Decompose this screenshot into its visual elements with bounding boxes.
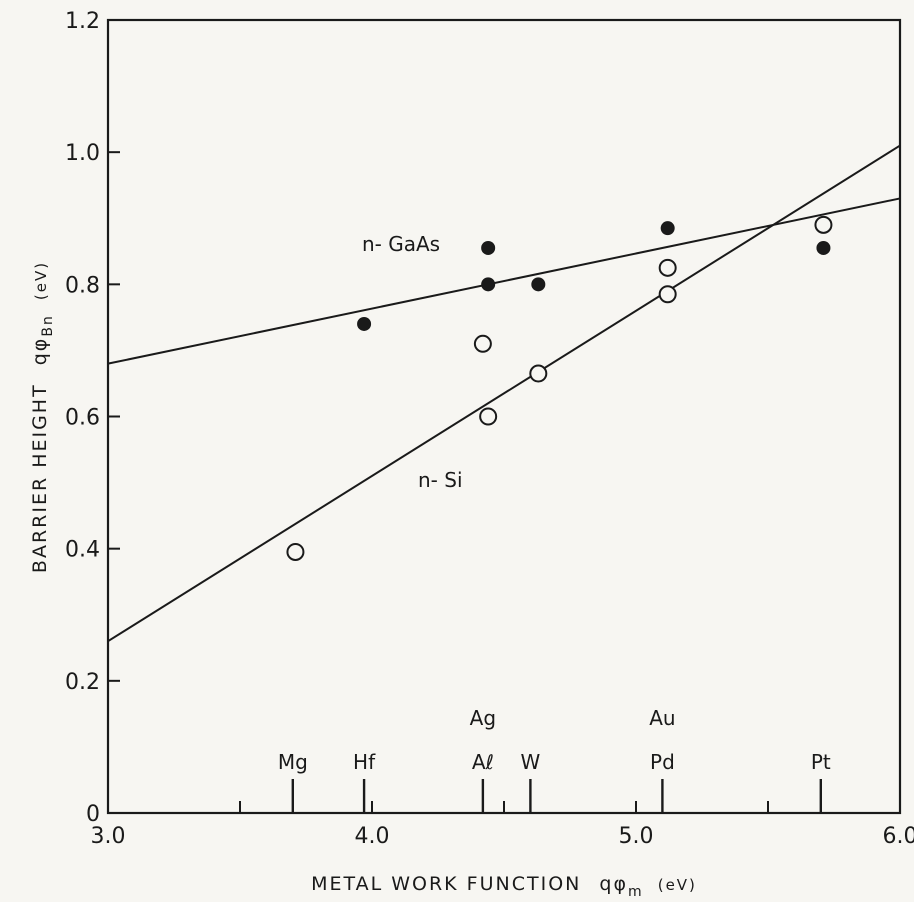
axis-ticks: 0 0.2 0.4 0.6 0.8 1.0 1.2 3.0 4.0 5.0 6.0 xyxy=(65,9,914,849)
y-tick-label-6: 1.2 xyxy=(65,9,100,34)
point-si-5 xyxy=(658,285,677,304)
point-si-6 xyxy=(814,215,833,234)
y-axis-title: BARRIER HEIGHT qφBn (eV) xyxy=(29,261,57,573)
metal-label-1: Hf xyxy=(353,750,376,774)
x-axis-title: METAL WORK FUNCTION qφm (eV) xyxy=(311,873,697,901)
x-axis-title-main: METAL WORK FUNCTION xyxy=(311,873,581,895)
metal-label-upper-2: Ag xyxy=(470,706,496,730)
point-gaas-2 xyxy=(481,277,496,292)
metal-label-upper-4: Au xyxy=(649,706,675,730)
y-axis-title-text: BARRIER HEIGHT qφBn (eV) xyxy=(29,261,57,573)
plot-frame xyxy=(106,18,902,815)
metal-label-2: Aℓ xyxy=(472,750,494,774)
fit-lines xyxy=(107,144,901,643)
x-tick-label-2: 5.0 xyxy=(619,824,654,849)
y-tick-label-2: 0.4 xyxy=(65,538,100,563)
series-label-gaas: n- GaAs xyxy=(362,232,440,256)
x-tick-label-1: 4.0 xyxy=(355,824,390,849)
point-si-2 xyxy=(479,407,498,426)
point-gaas-1 xyxy=(481,240,496,255)
x-axis-title-symbol: qφ xyxy=(599,873,628,895)
x-tick-label-3: 6.0 xyxy=(883,824,914,849)
data-points xyxy=(286,215,833,561)
y-axis-title-main: BARRIER HEIGHT xyxy=(29,383,51,573)
y-axis-title-unit: (eV) xyxy=(32,261,50,300)
x-axis-title-sub: m xyxy=(628,884,644,900)
y-axis-title-sub: Bn xyxy=(40,314,56,336)
y-tick-label-4: 0.8 xyxy=(65,273,100,298)
metal-label-4: Pd xyxy=(650,750,675,774)
point-si-0 xyxy=(286,542,305,561)
point-gaas-3 xyxy=(531,277,546,292)
point-gaas-0 xyxy=(357,316,372,331)
point-si-1 xyxy=(473,334,492,353)
x-axis-title-unit: (eV) xyxy=(658,876,697,894)
y-tick-label-3: 0.6 xyxy=(65,406,100,431)
metal-label-0: Mg xyxy=(278,750,308,774)
point-gaas-5 xyxy=(816,240,831,255)
y-tick-label-0: 0 xyxy=(86,802,100,827)
y-tick-label-5: 1.0 xyxy=(65,141,100,166)
point-si-3 xyxy=(529,364,548,383)
series-label-si: n- Si xyxy=(418,468,463,492)
series-labels: n- GaAs n- Si xyxy=(362,232,463,492)
metal-label-3: W xyxy=(521,750,541,774)
metal-markers: Mg Hf Aℓ Ag W Pd Au Pt xyxy=(278,706,831,813)
y-axis-title-symbol: qφ xyxy=(29,337,51,366)
fit-line-1 xyxy=(107,144,901,643)
metal-label-5: Pt xyxy=(811,750,831,774)
point-gaas-4 xyxy=(660,221,675,236)
fit-line-0 xyxy=(107,197,901,365)
y-tick-label-1: 0.2 xyxy=(65,670,100,695)
point-si-4 xyxy=(658,258,677,277)
x-tick-label-0: 3.0 xyxy=(91,824,126,849)
